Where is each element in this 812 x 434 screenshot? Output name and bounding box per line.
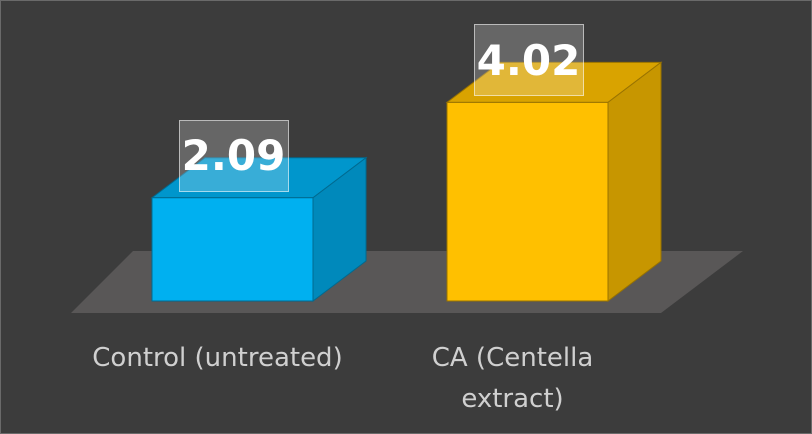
- bar: [446, 101, 609, 302]
- value-label: 4.02: [473, 24, 584, 97]
- bar-side: [607, 61, 662, 303]
- value-label: 2.09: [178, 119, 289, 192]
- x-tick-label: CA (Centella extract): [431, 343, 594, 414]
- x-tick-label: Control (untreated): [92, 343, 343, 373]
- bar: [151, 197, 314, 302]
